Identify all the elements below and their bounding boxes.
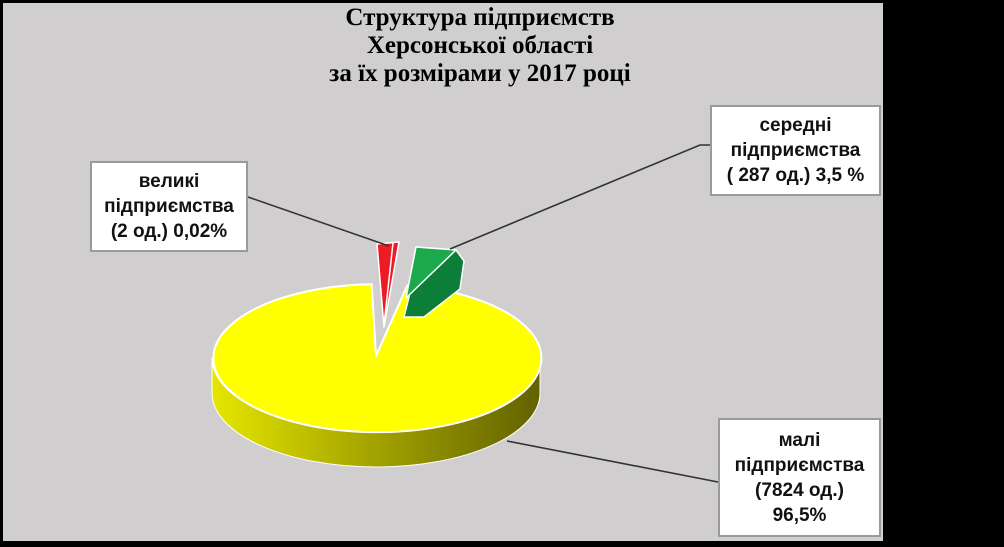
leader-line-medium [449, 144, 710, 250]
leader-line-small [506, 440, 719, 483]
data-label-line: 96,5% [772, 504, 827, 526]
data-label-line: ( 287 од.) 3,5 % [726, 165, 865, 186]
chart-title: Структура підприємств Херсонської област… [150, 4, 810, 88]
chart-title-line-1: Структура підприємств [345, 4, 615, 31]
data-label-small-enterprises: малі підприємства (7824 од.) 96,5% [718, 418, 881, 537]
chart-title-line-2: Херсонської області [366, 32, 594, 59]
data-label-line: середні [759, 115, 832, 136]
data-label-line: великі [138, 171, 200, 192]
data-label-large-enterprises: великі підприємства (2 од.) 0,02% [90, 161, 248, 252]
chart-title-line-3: за їх розмірами у 2017 році [329, 60, 631, 87]
leader-line-large [247, 196, 390, 247]
data-label-medium-enterprises: середні підприємства ( 287 од.) 3,5 % [710, 105, 881, 196]
pie-slice-small [212, 283, 543, 434]
data-label-line: (2 од.) 0,02% [110, 221, 228, 242]
data-label-line: підприємства [730, 140, 861, 161]
data-label-line: малі [778, 429, 821, 451]
pie-slice-large-edge [383, 242, 394, 326]
data-label-line: (7824 од.) [755, 479, 844, 501]
data-label-line: підприємства [734, 454, 865, 476]
data-label-line: підприємства [104, 196, 234, 217]
pie-slice-medium [405, 246, 457, 299]
